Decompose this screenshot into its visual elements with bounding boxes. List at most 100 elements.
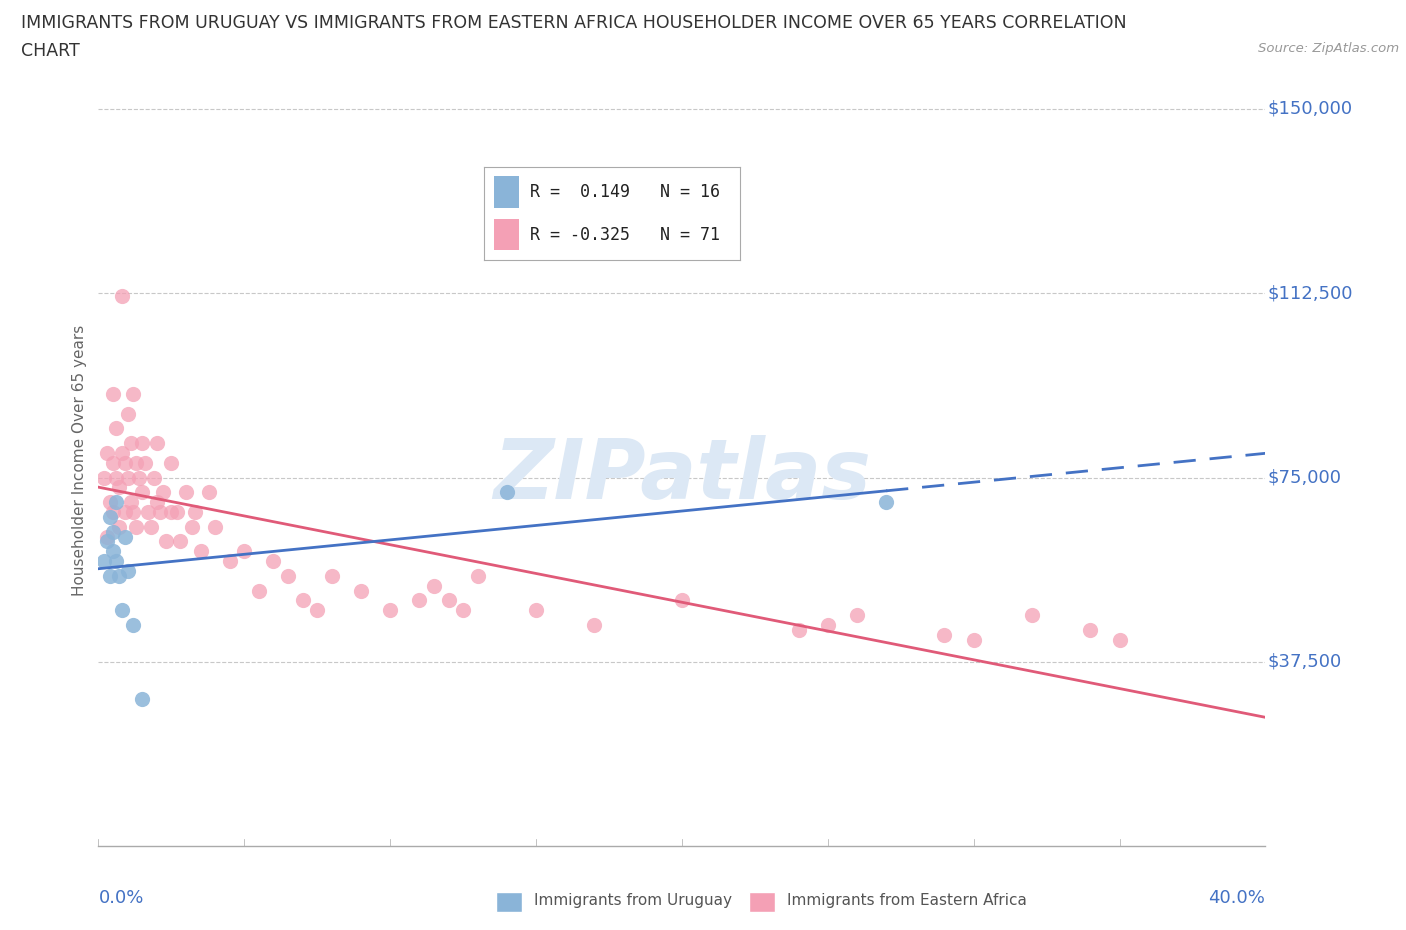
Point <box>122 505 145 520</box>
Point <box>155 534 177 549</box>
Point <box>496 485 519 499</box>
Point <box>198 485 221 499</box>
Point <box>108 480 131 495</box>
Point <box>160 505 183 520</box>
Text: 0.0%: 0.0% <box>98 889 143 907</box>
Point <box>350 583 373 598</box>
Point <box>277 568 299 583</box>
Point <box>233 544 256 559</box>
Point <box>125 519 148 534</box>
Point <box>125 456 148 471</box>
Point <box>307 603 329 618</box>
Point <box>101 456 124 471</box>
Point <box>467 568 489 583</box>
Point <box>117 406 139 421</box>
Text: Immigrants from Eastern Africa: Immigrants from Eastern Africa <box>787 893 1028 908</box>
Text: ZIPatlas: ZIPatlas <box>494 435 870 516</box>
Point <box>934 628 956 643</box>
Point <box>671 593 693 608</box>
Point <box>180 519 202 534</box>
Point <box>101 544 124 559</box>
Point <box>114 529 136 544</box>
Point <box>101 525 124 539</box>
Point <box>98 510 121 525</box>
Point <box>846 608 869 623</box>
Point <box>423 578 446 593</box>
Point <box>380 603 402 618</box>
Point <box>96 445 118 460</box>
Point <box>104 495 127 510</box>
Point <box>96 534 118 549</box>
Text: $37,500: $37,500 <box>1268 653 1341 671</box>
Point <box>111 445 134 460</box>
Point <box>183 505 205 520</box>
Point <box>321 568 343 583</box>
Point <box>131 485 153 499</box>
Text: $75,000: $75,000 <box>1268 469 1341 486</box>
Point <box>962 632 984 647</box>
Point <box>96 529 118 544</box>
Point <box>139 519 162 534</box>
Point <box>146 435 169 450</box>
Point <box>1080 622 1102 637</box>
Text: Immigrants from Uruguay: Immigrants from Uruguay <box>534 893 733 908</box>
Point <box>136 505 159 520</box>
Text: $150,000: $150,000 <box>1268 100 1353 118</box>
Y-axis label: Householder Income Over 65 years: Householder Income Over 65 years <box>72 325 87 596</box>
Point <box>149 505 172 520</box>
Point <box>291 593 314 608</box>
Point <box>98 568 121 583</box>
Point <box>128 471 150 485</box>
Point <box>111 603 134 618</box>
Point <box>108 568 131 583</box>
Text: Source: ZipAtlas.com: Source: ZipAtlas.com <box>1258 42 1399 55</box>
Point <box>174 485 197 499</box>
Point <box>120 435 142 450</box>
Point <box>114 456 136 471</box>
Text: CHART: CHART <box>21 42 80 60</box>
Point <box>134 456 156 471</box>
Point <box>166 505 188 520</box>
Point <box>817 618 839 632</box>
Text: IMMIGRANTS FROM URUGUAY VS IMMIGRANTS FROM EASTERN AFRICA HOUSEHOLDER INCOME OVE: IMMIGRANTS FROM URUGUAY VS IMMIGRANTS FR… <box>21 14 1126 32</box>
Point <box>787 622 810 637</box>
Point <box>583 618 606 632</box>
Point <box>101 387 124 402</box>
Point <box>131 435 153 450</box>
Point <box>169 534 191 549</box>
Point <box>131 691 153 706</box>
Point <box>875 495 897 510</box>
Point <box>247 583 270 598</box>
Text: 40.0%: 40.0% <box>1209 889 1265 907</box>
Point <box>120 495 142 510</box>
Point <box>437 593 460 608</box>
Point <box>146 495 169 510</box>
Point <box>122 618 145 632</box>
Point <box>117 471 139 485</box>
Point <box>98 495 121 510</box>
Point <box>1108 632 1130 647</box>
Point <box>152 485 174 499</box>
Point <box>451 603 474 618</box>
Point <box>142 471 165 485</box>
Point <box>408 593 430 608</box>
Point <box>160 456 183 471</box>
Point <box>114 505 136 520</box>
Text: $112,500: $112,500 <box>1268 285 1353 302</box>
Point <box>204 519 226 534</box>
Point <box>104 553 127 568</box>
Point <box>104 421 127 436</box>
Point <box>218 553 240 568</box>
Point <box>122 387 145 402</box>
Point <box>104 471 127 485</box>
Point <box>524 603 547 618</box>
Point <box>93 471 115 485</box>
Point <box>93 553 115 568</box>
Point <box>108 519 131 534</box>
Point <box>101 505 124 520</box>
Point <box>111 288 134 303</box>
Point <box>190 544 212 559</box>
Point <box>117 564 139 578</box>
Point <box>1021 608 1043 623</box>
Point <box>262 553 284 568</box>
